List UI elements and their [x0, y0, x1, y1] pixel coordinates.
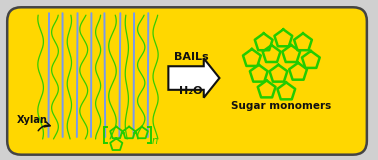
FancyBboxPatch shape: [7, 7, 367, 155]
Text: Sugar monomers: Sugar monomers: [231, 101, 332, 112]
Text: n: n: [152, 136, 158, 146]
Text: H₂O: H₂O: [179, 86, 203, 96]
Text: Xylan: Xylan: [17, 115, 48, 125]
Polygon shape: [168, 58, 220, 98]
Text: BAILs: BAILs: [174, 52, 208, 62]
